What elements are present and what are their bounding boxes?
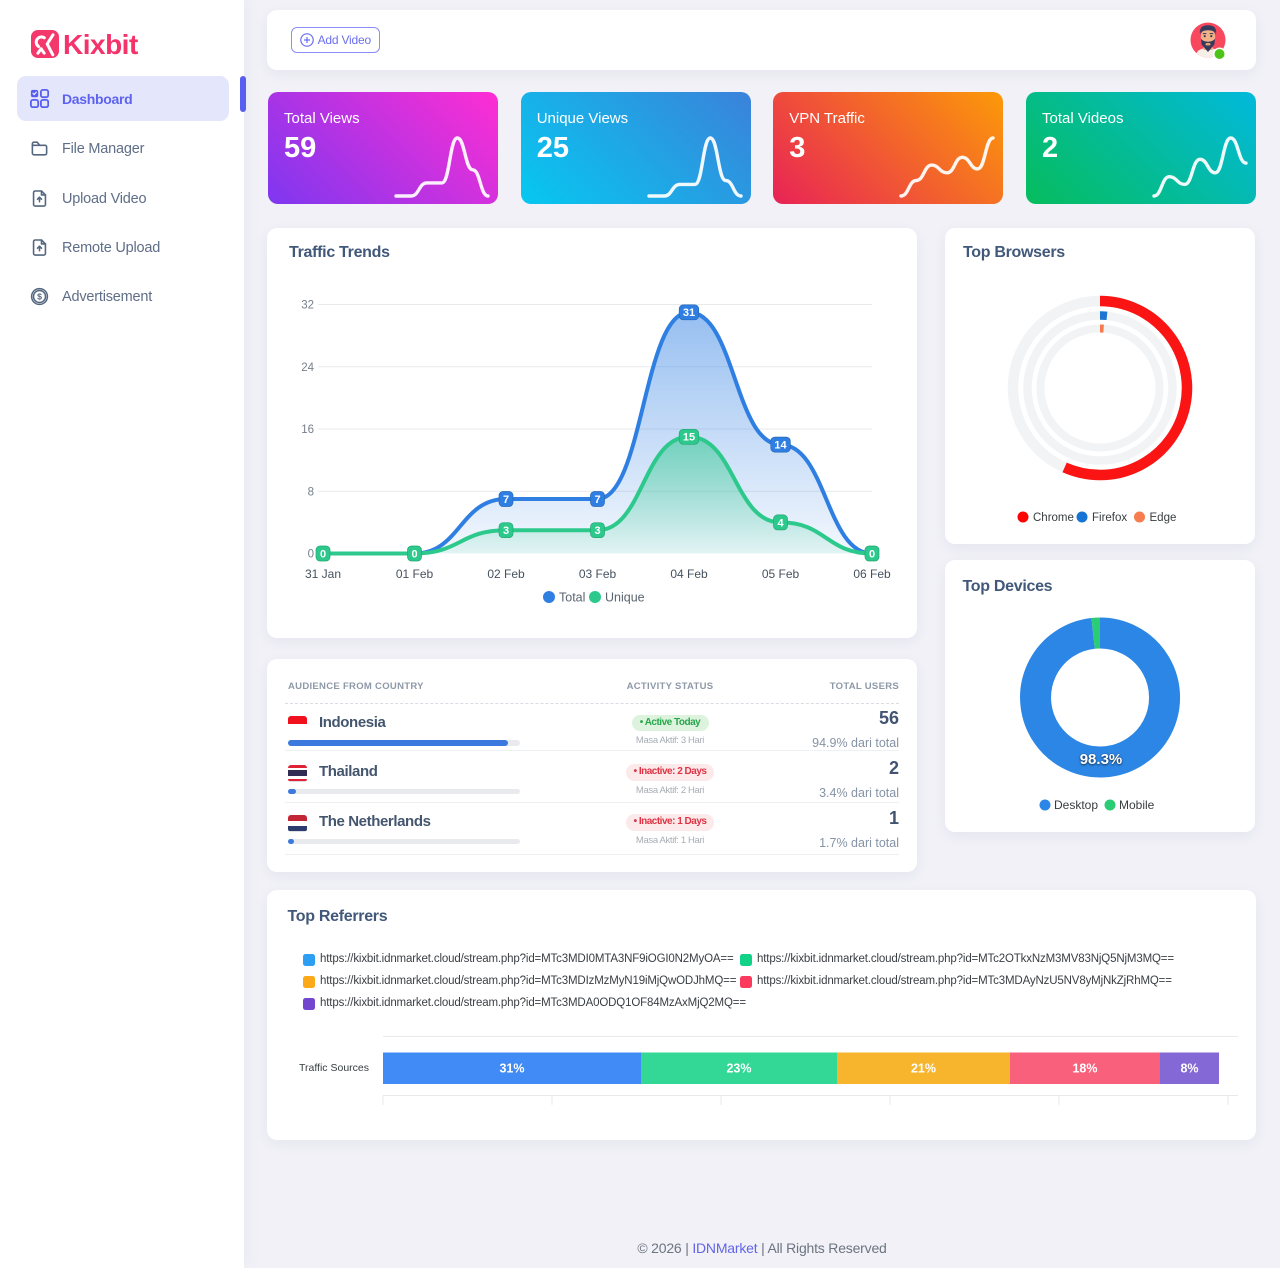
svg-text:Unique: Unique: [605, 591, 645, 605]
svg-text:3: 3: [503, 525, 509, 537]
svg-text:Chrome: Chrome: [1033, 512, 1074, 524]
svg-text:16: 16: [301, 424, 314, 436]
svg-text:04 Feb: 04 Feb: [670, 567, 708, 581]
svg-text:06 Feb: 06 Feb: [853, 567, 891, 581]
svg-text:8%: 8%: [1180, 1062, 1198, 1076]
svg-text:31: 31: [683, 307, 695, 319]
svg-text:Traffic Sources: Traffic Sources: [299, 1062, 369, 1074]
svg-text:3: 3: [594, 525, 600, 537]
svg-text:32: 32: [301, 300, 314, 312]
svg-text:03 Feb: 03 Feb: [579, 567, 617, 581]
svg-text:02 Feb: 02 Feb: [487, 567, 525, 581]
svg-text:15: 15: [683, 432, 695, 444]
svg-text:21%: 21%: [911, 1062, 936, 1076]
svg-text:Edge: Edge: [1150, 512, 1177, 524]
svg-text:4: 4: [777, 517, 784, 529]
svg-text:05 Feb: 05 Feb: [762, 567, 800, 581]
svg-text:31%: 31%: [499, 1062, 524, 1076]
svg-text:Total: Total: [559, 591, 585, 605]
svg-text:Firefox: Firefox: [1092, 512, 1127, 524]
svg-text:18%: 18%: [1072, 1062, 1097, 1076]
svg-text:0: 0: [320, 548, 326, 560]
svg-text:24: 24: [301, 362, 314, 374]
svg-text:0: 0: [869, 548, 875, 560]
svg-text:14: 14: [774, 440, 787, 452]
svg-text:0: 0: [308, 549, 314, 561]
svg-text:7: 7: [503, 494, 509, 506]
svg-text:Mobile: Mobile: [1119, 798, 1155, 812]
svg-text:0: 0: [411, 548, 417, 560]
svg-text:7: 7: [594, 494, 600, 506]
svg-text:8: 8: [308, 486, 314, 498]
svg-text:23%: 23%: [726, 1062, 751, 1076]
svg-text:Desktop: Desktop: [1054, 798, 1098, 812]
svg-text:98.3%: 98.3%: [1080, 751, 1123, 768]
svg-text:01 Feb: 01 Feb: [396, 567, 434, 581]
svg-text:$: $: [37, 292, 42, 302]
svg-text:31 Jan: 31 Jan: [305, 567, 341, 581]
